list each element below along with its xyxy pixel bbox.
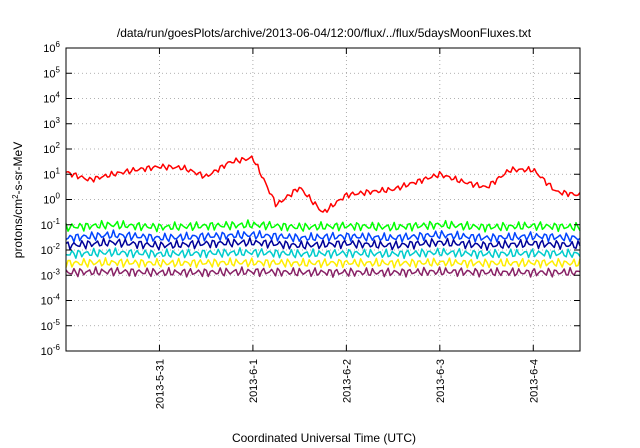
y-tick-label-exponent: 1 [56, 166, 61, 175]
y-tick-label-base: 10 [43, 144, 55, 156]
y-tick-label: 10-1 [41, 217, 61, 232]
y-axis: 10-610-510-410-310-210-11001011021031041… [41, 40, 580, 358]
y-tick-label: 10-4 [41, 293, 61, 308]
grid [66, 48, 580, 351]
y-tick-label-exponent: -4 [53, 293, 61, 302]
y-tick-label: 101 [43, 166, 60, 181]
x-axis-label: Coordinated Universal Time (UTC) [232, 431, 416, 445]
y-tick-label-base: 10 [43, 43, 55, 55]
y-tick-label-exponent: -2 [53, 242, 61, 251]
y-tick-label: 102 [43, 141, 60, 156]
y-tick-label-exponent: -3 [53, 267, 61, 276]
x-axis: 2013-5-31 2013-6-1 2013-6-2 2013-6-3 2013-6-… [154, 48, 540, 409]
y-tick-label-exponent: 6 [56, 40, 61, 49]
y-tick-label: 103 [43, 116, 60, 131]
y-tick-label-exponent: 4 [56, 91, 61, 100]
y-tick-label-base: 10 [41, 321, 53, 333]
y-tick-label: 100 [43, 192, 60, 207]
y-tick-label-base: 10 [41, 296, 53, 308]
series-line-4 [65, 236, 581, 251]
y-tick-label-exponent: 5 [56, 65, 61, 74]
x-tick-label: 2013-6-2 [341, 359, 353, 403]
y-tick-label: 10-3 [41, 267, 61, 282]
chart-title: /data/run/goesPlots/archive/2013-06-04/1… [117, 26, 532, 40]
y-tick-label-base: 10 [41, 245, 53, 257]
y-tick-label: 10-5 [41, 318, 61, 333]
y-tick-label-exponent: -1 [53, 217, 61, 226]
x-tick-label: 2013-5-31 [154, 359, 166, 409]
x-tick-label: 2013-6-3 [435, 359, 447, 403]
series-line-5 [65, 247, 581, 260]
series-layer [65, 155, 581, 278]
y-tick-label-base: 10 [43, 119, 55, 131]
y-tick-label-exponent: -6 [53, 343, 61, 352]
y-axis-label-sup: 2 [11, 194, 20, 199]
y-tick-label-exponent: 0 [56, 192, 61, 201]
y-tick-label-exponent: 2 [56, 141, 61, 150]
y-tick-label-exponent: 3 [56, 116, 61, 125]
y-tick-label-base: 10 [43, 68, 55, 80]
y-tick-label-base: 10 [43, 169, 55, 181]
y-tick-label-base: 10 [41, 220, 53, 232]
y-tick-label-base: 10 [41, 270, 53, 282]
series-line-6 [65, 257, 581, 269]
y-axis-label: protons/cm2-s-sr-MeV [11, 142, 26, 258]
x-tick-label: 2013-6-1 [248, 359, 260, 403]
y-axis-label-base: protons/cm [11, 199, 25, 258]
y-tick-label: 104 [43, 91, 60, 106]
y-tick-label-base: 10 [41, 346, 53, 358]
y-tick-label: 106 [43, 40, 60, 55]
series-line-2 [65, 219, 581, 233]
series-line-3 [65, 229, 581, 243]
y-axis-label-rest: -s-sr-MeV [11, 142, 25, 195]
y-tick-label: 10-2 [41, 242, 61, 257]
y-tick-label: 105 [43, 65, 60, 80]
y-tick-label-exponent: -5 [53, 318, 61, 327]
x-tick-label: 2013-6-4 [528, 359, 540, 403]
series-line-7 [65, 266, 581, 278]
y-tick-label: 10-6 [41, 343, 61, 358]
y-tick-label-base: 10 [43, 195, 55, 207]
series-line-1 [65, 155, 581, 213]
y-tick-label-base: 10 [43, 94, 55, 106]
